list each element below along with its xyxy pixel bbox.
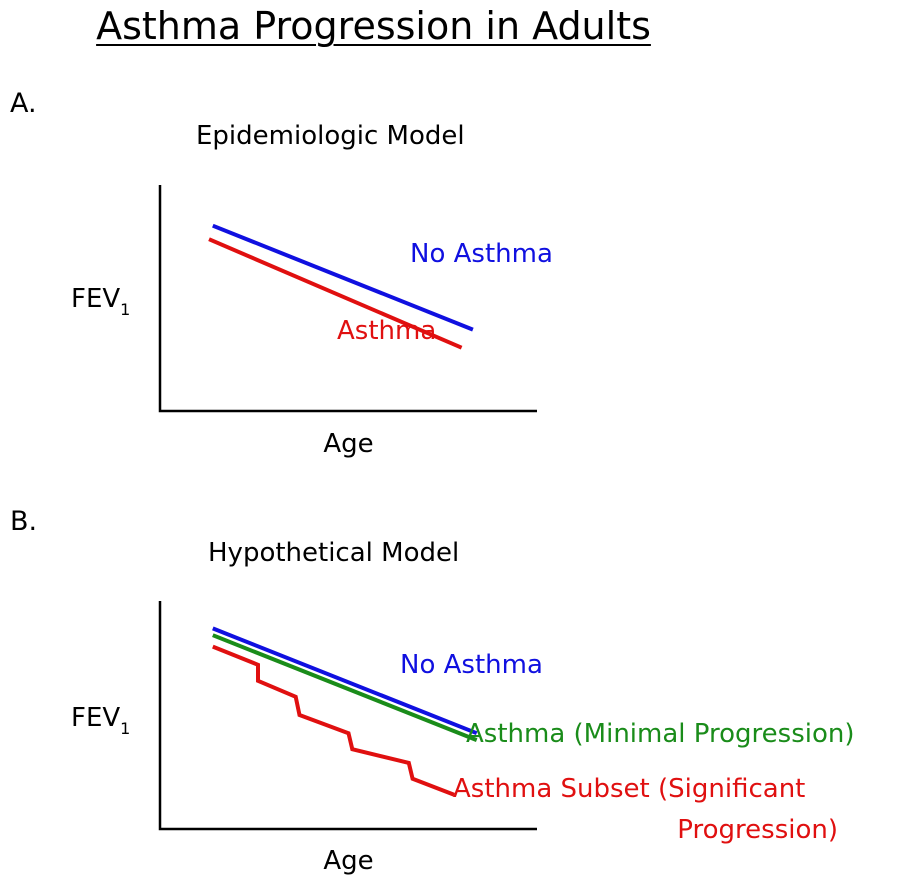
series-line-no-asthma [212, 223, 474, 332]
series-label-asthma: Asthma [337, 316, 436, 346]
series-line-asthma [208, 237, 463, 350]
series-label-asthma-subset-significant-progression-line-2: Progression) [677, 815, 838, 845]
series-line-no-asthma [212, 626, 478, 736]
panel-label-a: A. [10, 88, 37, 119]
panel-a-title: Epidemiologic Model [196, 121, 465, 151]
axes [158, 601, 537, 831]
panel-b-title: Hypothetical Model [208, 538, 460, 568]
page-title: Asthma Progression in Adults [96, 4, 651, 48]
y-axis-label: FEV1 [71, 284, 130, 319]
series-label-no-asthma: No Asthma [400, 650, 543, 680]
series-line-asthma-minimal-progression [212, 633, 478, 742]
y-axis-label-main: FEV [71, 284, 120, 314]
series-label-no-asthma: No Asthma [410, 239, 553, 269]
panel-label-b: B. [10, 506, 38, 537]
y-axis-label-subscript: 1 [120, 719, 130, 738]
series-label-asthma-subset-significant-progression-line-1: Asthma Subset (Significant [453, 774, 805, 804]
series-line-asthma-subset-significant-progression [212, 644, 455, 797]
axes [158, 185, 537, 413]
y-axis-label-main: FEV [71, 703, 120, 733]
series-label-asthma-minimal-progression: Asthma (Minimal Progression) [466, 719, 855, 749]
y-axis-label-subscript: 1 [120, 300, 130, 319]
y-axis-label: FEV1 [71, 703, 130, 738]
x-axis-label: Age [323, 846, 373, 876]
x-axis-label: Age [323, 429, 373, 459]
